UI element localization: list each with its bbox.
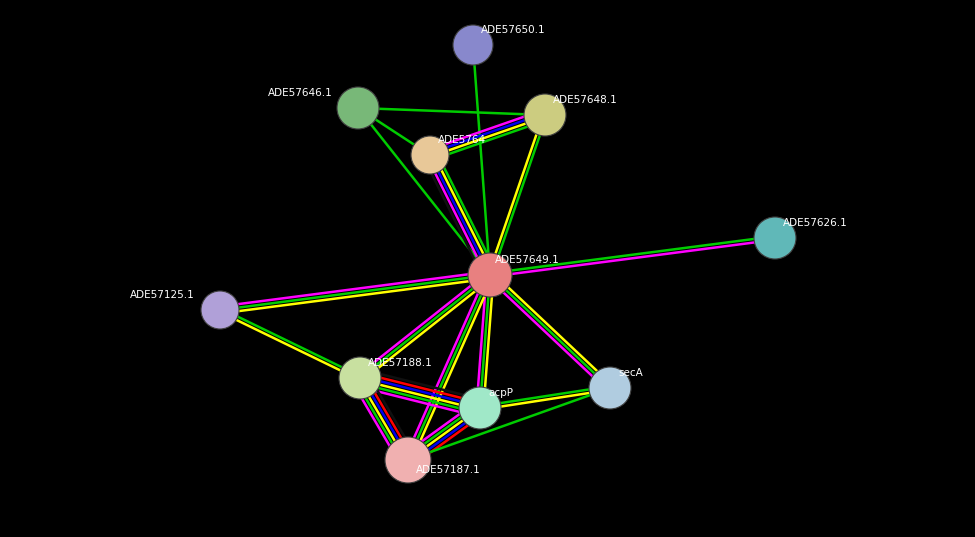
Circle shape [339, 357, 381, 399]
Text: ADE57187.1: ADE57187.1 [416, 465, 481, 475]
Text: secA: secA [618, 368, 643, 378]
Text: ADE57646.1: ADE57646.1 [268, 88, 332, 98]
Text: ADE57188.1: ADE57188.1 [368, 358, 433, 368]
Circle shape [201, 291, 239, 329]
Circle shape [337, 87, 379, 129]
Circle shape [589, 367, 631, 409]
Text: ADE57125.1: ADE57125.1 [130, 290, 195, 300]
Text: ADE57649.1: ADE57649.1 [495, 255, 560, 265]
Circle shape [459, 387, 501, 429]
Circle shape [411, 136, 449, 174]
Circle shape [468, 253, 512, 297]
Text: acpP: acpP [488, 388, 513, 398]
Circle shape [754, 217, 796, 259]
Circle shape [524, 94, 566, 136]
Text: ADE5764: ADE5764 [438, 135, 487, 145]
Circle shape [453, 25, 493, 65]
Circle shape [385, 437, 431, 483]
Text: ADE57626.1: ADE57626.1 [783, 218, 847, 228]
Text: ADE57650.1: ADE57650.1 [481, 25, 546, 35]
Text: ADE57648.1: ADE57648.1 [553, 95, 618, 105]
